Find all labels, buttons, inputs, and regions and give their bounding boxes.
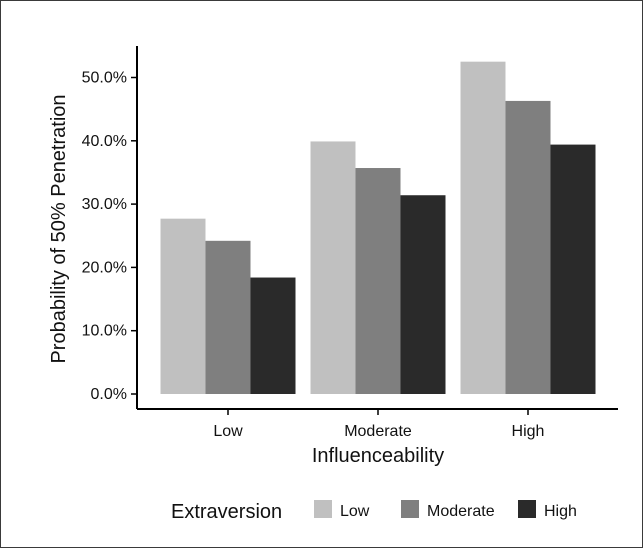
- bar-high-moderate: [400, 195, 446, 394]
- bar-moderate-low: [205, 240, 251, 394]
- x-tick-label: Moderate: [344, 423, 412, 440]
- x-tick-label: Low: [213, 423, 243, 440]
- x-tick-label: High: [512, 423, 545, 440]
- y-tick-label: 10.0%: [82, 323, 127, 340]
- y-tick-label: 30.0%: [82, 196, 127, 213]
- legend: Extraversion Low Moderate High: [171, 500, 577, 523]
- legend-title: Extraversion: [171, 501, 282, 523]
- plot-area: 0.0% 10.0% 20.0% 30.0% 40.0% 50.0% Low Moderate…: [82, 46, 618, 440]
- y-axis-title: Probability of 50% Penetration: [48, 94, 70, 363]
- y-tick-label: 20.0%: [82, 259, 127, 276]
- bar-low-moderate: [310, 141, 356, 394]
- legend-swatch-1: [401, 500, 419, 518]
- x-axis-title: Influenceability: [312, 445, 444, 467]
- legend-label-1: Moderate: [427, 503, 495, 520]
- bar-high-low: [250, 277, 296, 394]
- y-tick-label: 50.0%: [82, 70, 127, 87]
- legend-swatch-2: [518, 500, 536, 518]
- bar-high-high: [550, 144, 596, 394]
- legend-label-0: Low: [340, 503, 370, 520]
- legend-label-2: High: [544, 503, 577, 520]
- y-tick-label: 40.0%: [82, 133, 127, 150]
- bar-moderate-high: [505, 100, 551, 395]
- bar-moderate-moderate: [355, 168, 401, 394]
- legend-swatch-0: [314, 500, 332, 518]
- bar-low-low: [160, 218, 206, 394]
- y-tick-label: 0.0%: [91, 386, 127, 403]
- bar-low-high: [460, 61, 506, 395]
